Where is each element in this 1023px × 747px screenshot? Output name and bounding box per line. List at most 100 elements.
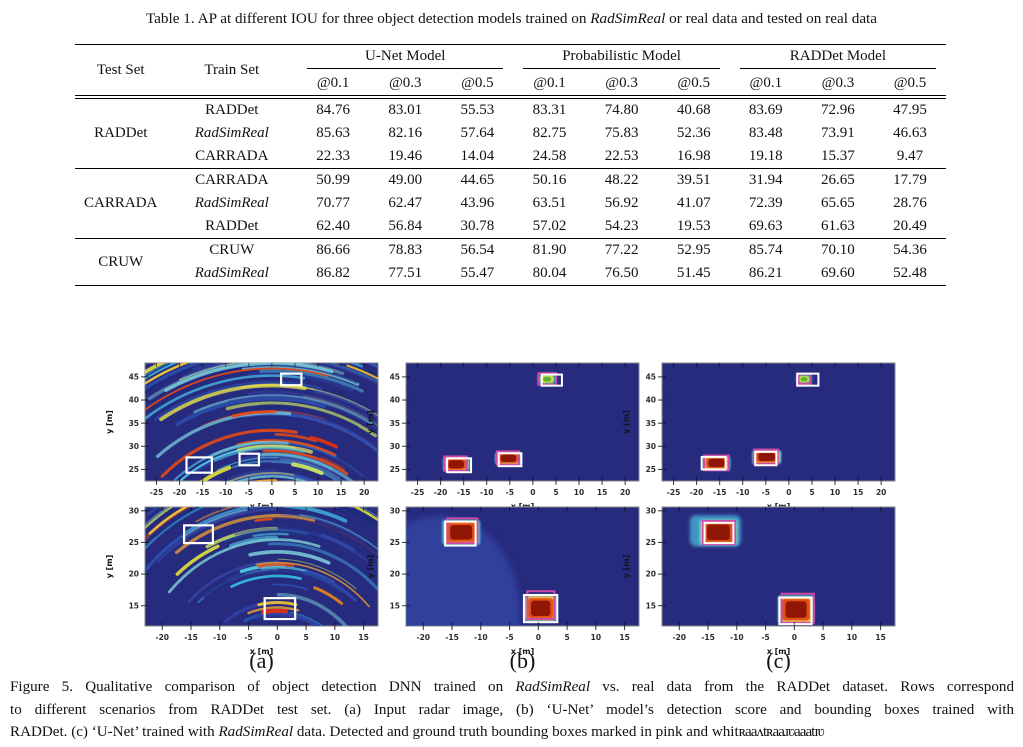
svg-text:25: 25 <box>646 465 656 474</box>
svg-text:25: 25 <box>129 538 139 547</box>
ap-value-cell: 83.01 <box>369 96 442 122</box>
iou-header: @0.1 <box>533 75 566 91</box>
ap-value-cell: 31.94 <box>729 168 802 192</box>
table-row: RadSimReal 86.82 77.51 55.47 80.04 76.50 51.45… <box>75 262 946 286</box>
figure-panel-b-bottom: -20 -15 -10 -5 0 5 10 15 15 20 25 30 x [m] y [m] <box>366 506 640 656</box>
svg-text:0: 0 <box>269 488 274 497</box>
caption-text: RADDet. (c) ‘U-Net’ trained with <box>10 724 219 741</box>
test-set-cell: CRUW <box>75 238 167 286</box>
x-axis-label: x [m] <box>767 647 791 656</box>
svg-text:25: 25 <box>129 465 139 474</box>
svg-text:-5: -5 <box>245 488 253 497</box>
svg-text:25: 25 <box>390 465 400 474</box>
train-set-cell: CARRADA <box>166 168 298 192</box>
y-axis-label: y [m] <box>622 410 631 434</box>
svg-text:-15: -15 <box>445 633 459 642</box>
x-axis-label: x [m] <box>250 647 274 656</box>
figure-panel-a-top: -25-20-15-10-5051015202530354045x [m]y [… <box>105 362 379 511</box>
ap-value-cell: 65.65 <box>821 195 855 211</box>
svg-text:5: 5 <box>553 488 558 497</box>
ap-value-cell: 19.53 <box>676 218 711 234</box>
table-caption-italic: RadSimReal <box>590 10 666 27</box>
ap-value-cell: 73.91 <box>821 125 855 141</box>
svg-text:40: 40 <box>390 396 400 405</box>
ap-value-cell: 77.51 <box>388 265 423 281</box>
svg-text:-10: -10 <box>736 488 750 497</box>
ap-value-cell: 52.95 <box>657 238 730 262</box>
svg-text:45: 45 <box>390 372 400 381</box>
svg-text:15: 15 <box>875 633 885 642</box>
svg-text:-5: -5 <box>505 633 513 642</box>
ap-value-cell: 15.37 <box>821 148 855 164</box>
ap-value-cell: 83.31 <box>513 96 586 122</box>
ap-value-cell: 70.10 <box>801 238 874 262</box>
svg-text:15: 15 <box>336 488 346 497</box>
figure-column-label: (b) <box>509 648 536 673</box>
ap-results-table: Test Set Train Set U-Net Model Probabilisti… <box>75 44 946 286</box>
iou-header: @0.5 <box>461 75 494 91</box>
model-group-header: Probabilistic Model <box>513 45 729 73</box>
x-axis-label: x [m] <box>511 647 535 656</box>
svg-text:35: 35 <box>129 419 139 428</box>
ap-value-cell: 54.36 <box>873 238 946 262</box>
svg-text:-5: -5 <box>506 488 514 497</box>
table-1-caption: Table 1. AP at different IOU for three o… <box>0 10 1023 28</box>
svg-text:15: 15 <box>390 601 400 610</box>
ap-value-cell: 22.33 <box>316 148 351 164</box>
svg-text:15: 15 <box>597 488 607 497</box>
svg-text:-20: -20 <box>434 488 448 497</box>
ap-value-cell: 83.69 <box>729 96 802 122</box>
iou-header: @0.3 <box>821 75 855 91</box>
ap-value-cell: 30.78 <box>460 218 495 234</box>
train-set-cell: RADDet <box>205 218 259 234</box>
figure-5-caption: Figure 5. Qualitative comparison of obje… <box>10 676 1014 744</box>
ap-value-cell: 55.47 <box>460 265 495 281</box>
svg-text:5: 5 <box>564 633 569 642</box>
ap-value-cell: 17.79 <box>873 168 946 192</box>
svg-text:10: 10 <box>591 633 601 642</box>
ap-value-cell: 50.16 <box>513 168 586 192</box>
ap-value-cell: 56.54 <box>441 238 514 262</box>
svg-text:15: 15 <box>619 633 629 642</box>
test-set-cell: RADDet <box>75 96 167 169</box>
caption-text: Figure 5. Qualitative comparison of obje… <box>10 679 516 695</box>
ap-value-cell: 72.39 <box>748 195 783 211</box>
svg-text:35: 35 <box>646 419 656 428</box>
table-row: RADDet 62.40 56.84 30.78 57.02 54.23 19.53 69.6… <box>75 215 946 239</box>
svg-text:-10: -10 <box>730 633 744 642</box>
ap-value-cell: 55.53 <box>441 96 514 122</box>
svg-text:5: 5 <box>809 488 814 497</box>
ap-value-cell: 86.66 <box>297 238 370 262</box>
svg-text:30: 30 <box>646 442 656 451</box>
ap-value-cell: 57.64 <box>460 125 495 141</box>
svg-text:-10: -10 <box>213 633 227 642</box>
svg-text:-20: -20 <box>672 633 686 642</box>
iou-header: @0.3 <box>605 75 638 91</box>
caption-text: data. Detected and ground truth bounding… <box>293 724 739 741</box>
ap-value-cell: 86.82 <box>316 265 351 281</box>
svg-text:20: 20 <box>876 488 886 497</box>
svg-text:-15: -15 <box>184 633 198 642</box>
svg-text:20: 20 <box>646 570 656 579</box>
model-group-header: U-Net Model <box>297 45 513 73</box>
ap-value-cell: 69.63 <box>748 218 783 234</box>
ap-value-cell: 40.68 <box>657 96 730 122</box>
svg-text:0: 0 <box>786 488 791 497</box>
ap-value-cell: 9.47 <box>896 148 924 164</box>
ap-value-cell: 54.23 <box>604 218 639 234</box>
ap-value-cell: 52.48 <box>893 265 927 281</box>
svg-text:0: 0 <box>536 633 541 642</box>
figure-panel-c-bottom: -20 -15 -10 -5 0 5 10 15 15 20 25 30 x [m] y [m] <box>622 506 896 656</box>
table-row: RADDet RADDet 84.76 83.01 55.53 83.31 74.80 40.… <box>75 96 946 169</box>
svg-text:0: 0 <box>275 633 280 642</box>
svg-text:20: 20 <box>129 570 139 579</box>
ap-value-cell: 72.96 <box>801 96 874 122</box>
ap-value-cell: 46.63 <box>893 125 927 141</box>
svg-text:30: 30 <box>129 506 139 515</box>
ap-value-cell: 22.53 <box>604 148 639 164</box>
svg-text:-15: -15 <box>713 488 727 497</box>
figure-panel-a-bottom: -20 -15 -10 -5 0 5 10 15 15 20 25 30 x [m] y [m] <box>105 506 379 656</box>
ap-value-cell: 49.00 <box>369 168 442 192</box>
svg-text:-15: -15 <box>196 488 210 497</box>
